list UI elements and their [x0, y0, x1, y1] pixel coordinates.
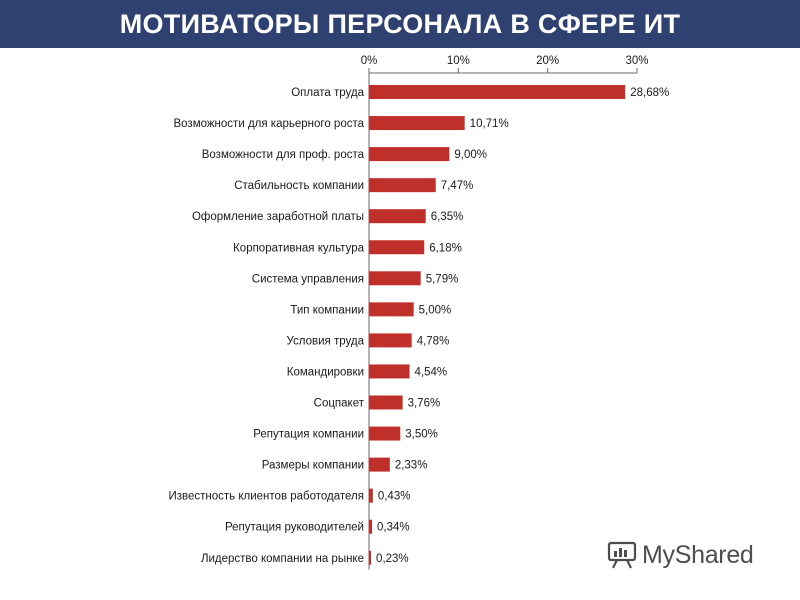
category-label: Тип компании: [290, 304, 364, 316]
value-label: 28,68%: [630, 87, 669, 99]
title-bar: МОТИВАТОРЫ ПЕРСОНАЛА В СФЕРЕ ИТ: [0, 0, 800, 48]
bar: [369, 271, 421, 286]
x-tick-label: 20%: [536, 55, 559, 67]
category-label: Оплата труда: [291, 87, 364, 99]
category-label: Система управления: [252, 273, 364, 285]
value-label: 4,78%: [417, 335, 450, 347]
value-label: 3,50%: [405, 429, 438, 441]
bar: [369, 178, 436, 193]
category-label: Известность клиентов работодателя: [168, 491, 364, 503]
value-label: 6,35%: [431, 211, 464, 223]
category-label: Возможности для карьерного роста: [173, 118, 364, 130]
value-label: 0,34%: [377, 522, 410, 534]
x-tick-label: 0%: [361, 55, 378, 67]
value-label: 10,71%: [470, 118, 509, 130]
value-label: 7,47%: [441, 180, 474, 192]
bar: [369, 147, 450, 162]
bar: [369, 488, 373, 503]
value-label: 0,23%: [376, 553, 409, 565]
bar: [369, 209, 426, 224]
page-title: МОТИВАТОРЫ ПЕРСОНАЛА В СФЕРЕ ИТ: [119, 8, 681, 39]
watermark-text: MyShared: [642, 540, 754, 569]
category-label: Корпоративная культура: [233, 242, 364, 254]
x-axis-ticks: 0% 10% 20% 30%: [361, 55, 649, 74]
value-label: 5,00%: [419, 304, 452, 316]
bar: [369, 116, 465, 131]
presentation-icon: [607, 541, 637, 569]
category-label: Соцпакет: [314, 398, 365, 410]
bar: [369, 519, 373, 534]
chart-rows: Оплата труда 28,68% Возможности для карьер…: [168, 85, 669, 565]
value-label: 6,18%: [429, 242, 462, 254]
bar: [369, 550, 372, 565]
category-label: Стабильность компании: [234, 180, 364, 192]
value-label: 2,33%: [395, 460, 428, 472]
category-label: Репутация компании: [253, 429, 364, 441]
value-label: 5,79%: [426, 273, 459, 285]
bar: [369, 364, 410, 379]
category-label: Размеры компании: [262, 460, 364, 472]
value-label: 0,43%: [378, 491, 411, 503]
bar: [369, 395, 403, 410]
category-label: Лидерство компании на рынке: [201, 553, 364, 565]
bar: [369, 240, 425, 255]
x-tick-label: 30%: [625, 55, 648, 67]
x-tick-label: 10%: [447, 55, 470, 67]
category-label: Условия труда: [287, 335, 365, 347]
value-label: 3,76%: [408, 398, 441, 410]
bar: [369, 333, 412, 348]
watermark: MyShared: [606, 538, 754, 572]
category-label: Оформление заработной платы: [192, 211, 364, 223]
category-label: Командировки: [287, 366, 364, 378]
value-label: 9,00%: [454, 149, 487, 161]
bar: [369, 457, 390, 472]
bar: [369, 426, 401, 441]
bar: [369, 85, 626, 99]
category-label: Репутация руководителей: [225, 522, 364, 534]
category-label: Возможности для проф. роста: [202, 149, 365, 161]
bar: [369, 302, 414, 317]
value-label: 4,54%: [415, 366, 448, 378]
